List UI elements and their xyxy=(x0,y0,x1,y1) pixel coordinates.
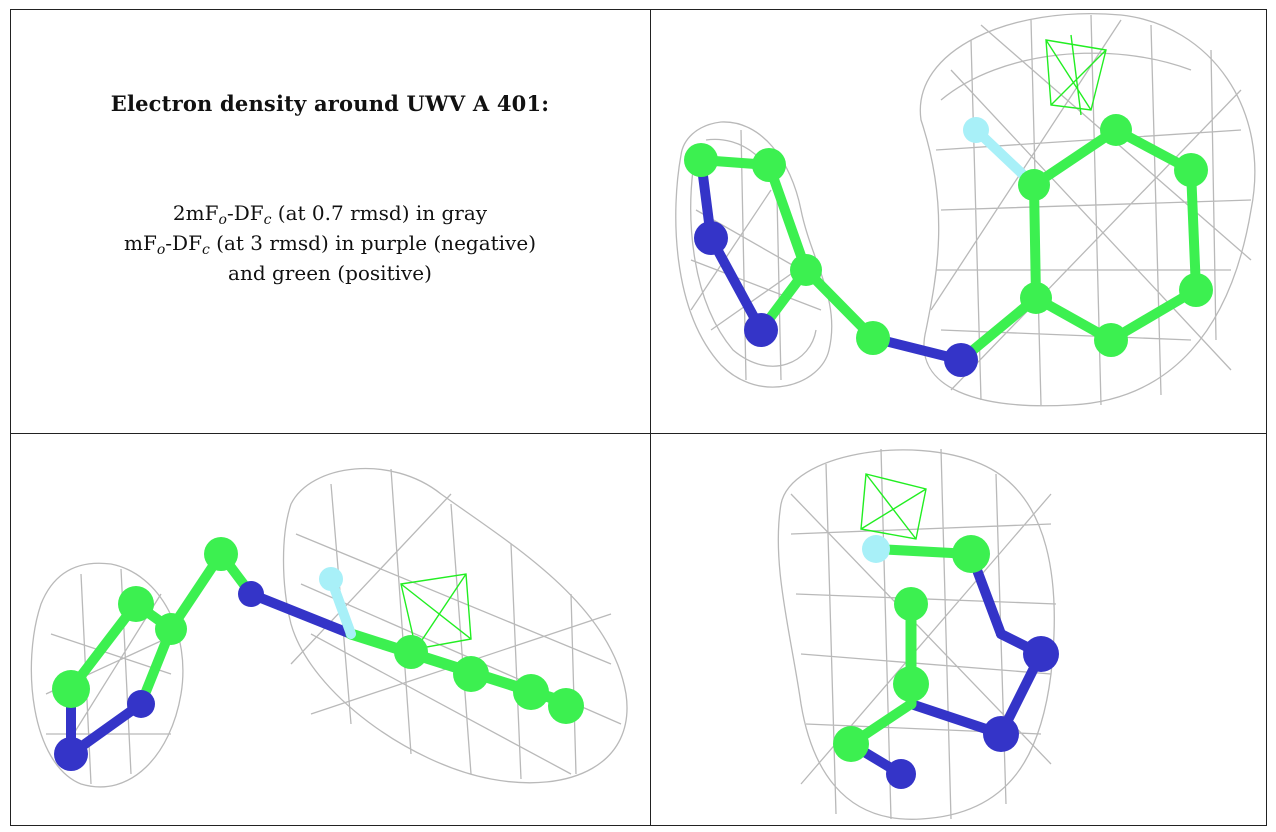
table-border-right xyxy=(1266,9,1267,826)
ligand-atoms xyxy=(52,537,584,771)
mesh-2fofc-gray xyxy=(30,467,628,788)
caption-line-fo-fc: mFo-DFc (at 3 rmsd) in purple (negative) xyxy=(124,231,536,258)
table-border-middle xyxy=(10,433,1267,434)
caption-line-2fo-fc: 2mFo-DFc (at 0.7 rmsd) in gray xyxy=(172,201,488,228)
caption-cell: Electron density around UWV A 401: 2mFo-… xyxy=(10,9,650,433)
mesh-2fofc-gray xyxy=(777,448,1057,820)
caption-line-positive: and green (positive) xyxy=(228,261,432,285)
table-border-center xyxy=(650,9,651,826)
molecule-render-3 xyxy=(777,448,1059,820)
ligand-atoms xyxy=(833,535,1059,789)
positive-density-green xyxy=(1045,34,1107,116)
table-border-bottom xyxy=(10,825,1267,826)
density-view-bottom-right xyxy=(651,434,1266,825)
molecule-render-1 xyxy=(675,13,1256,407)
ligand-atoms xyxy=(684,114,1213,377)
density-view-top-right xyxy=(651,10,1266,433)
positive-density-green xyxy=(400,573,472,650)
positive-density-green xyxy=(860,473,927,540)
table-border-top xyxy=(10,9,1267,10)
density-view-bottom-left xyxy=(11,434,650,825)
table-border-left xyxy=(10,9,11,826)
molecule-render-2 xyxy=(30,467,628,788)
caption-title: Electron density around UWV A 401: xyxy=(110,91,550,116)
